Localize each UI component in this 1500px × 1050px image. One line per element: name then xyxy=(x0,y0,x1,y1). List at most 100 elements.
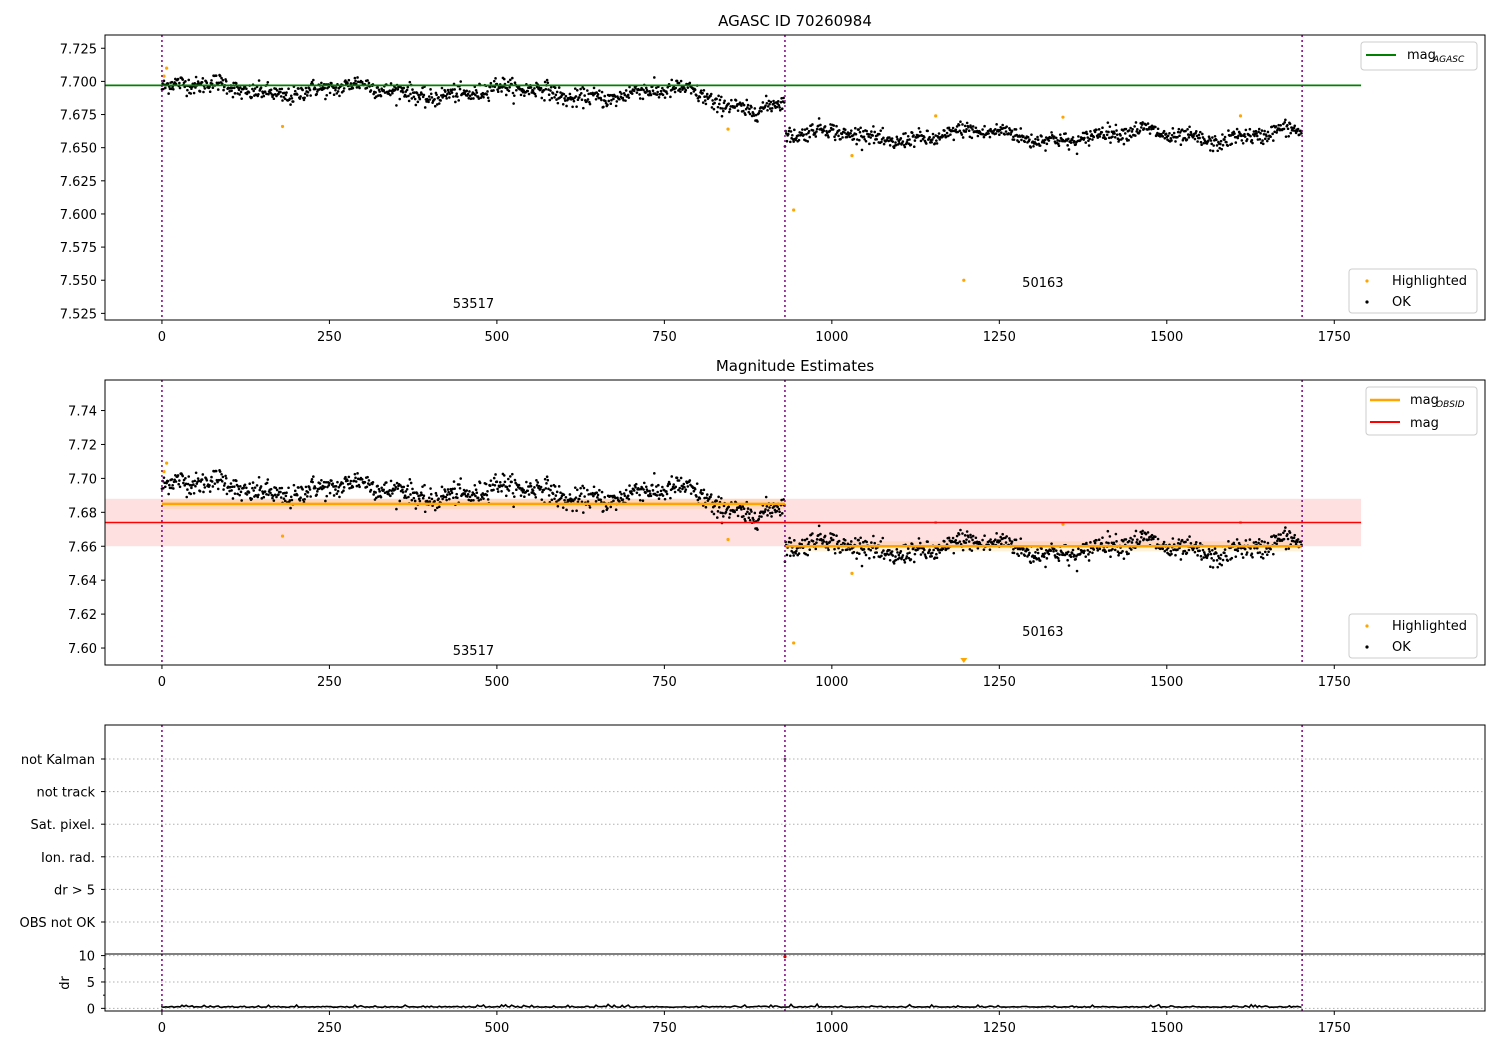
ok-point xyxy=(626,93,630,97)
ok-point xyxy=(265,481,269,485)
ok-point xyxy=(778,513,782,517)
ok-point xyxy=(925,556,928,560)
ok-point xyxy=(1129,536,1132,540)
ok-point xyxy=(634,87,637,90)
ok-point xyxy=(170,87,173,91)
ok-point xyxy=(441,497,444,501)
ok-point xyxy=(638,498,642,502)
ok-point xyxy=(1233,132,1236,135)
ok-point xyxy=(1270,125,1274,129)
ok-point xyxy=(869,548,872,552)
ok-point xyxy=(228,86,232,90)
ok-point xyxy=(239,86,242,89)
ok-point xyxy=(661,86,664,90)
ok-point xyxy=(454,100,457,104)
ok-point xyxy=(265,493,268,496)
ok-point xyxy=(1095,128,1098,132)
ok-point xyxy=(181,474,185,478)
ok-point xyxy=(989,538,992,541)
ok-point xyxy=(1178,542,1182,545)
ok-point xyxy=(280,87,284,91)
ok-point xyxy=(1123,132,1127,135)
ok-point xyxy=(1081,549,1084,553)
ok-point xyxy=(969,126,973,129)
ok-point xyxy=(547,487,550,491)
ok-point xyxy=(840,132,844,136)
ok-point xyxy=(961,136,965,139)
ok-point xyxy=(603,495,607,499)
ok-point xyxy=(376,86,379,89)
ok-point xyxy=(937,136,940,139)
ok-point xyxy=(248,482,251,486)
ok-point xyxy=(182,481,185,485)
ok-point xyxy=(190,87,193,91)
ok-point xyxy=(1279,533,1282,536)
ok-point xyxy=(839,137,842,141)
ok-point xyxy=(468,490,471,493)
ok-point xyxy=(1193,137,1197,141)
ok-point xyxy=(1124,538,1128,541)
ok-point xyxy=(269,487,273,491)
ok-point xyxy=(237,86,240,90)
ok-point xyxy=(1101,126,1104,129)
ok-point xyxy=(166,479,170,483)
ok-point xyxy=(1179,558,1183,561)
legend-label: Highlighted xyxy=(1392,619,1467,634)
ok-point xyxy=(531,489,535,492)
ok-point xyxy=(559,491,562,494)
ok-point xyxy=(1133,534,1136,538)
ok-point xyxy=(1219,557,1222,560)
p-3-xtick-label: 250 xyxy=(317,1021,342,1036)
ok-point xyxy=(1223,135,1227,139)
ok-point xyxy=(717,94,720,98)
ok-point xyxy=(546,478,550,482)
ok-point xyxy=(607,99,611,103)
ok-point xyxy=(1243,132,1246,136)
ok-point xyxy=(702,89,706,92)
ok-point xyxy=(623,494,627,498)
ok-point xyxy=(369,488,373,492)
flag-point xyxy=(783,757,787,761)
ok-point xyxy=(705,493,709,496)
ok-point xyxy=(162,476,166,479)
ok-point xyxy=(1018,135,1022,138)
ok-point xyxy=(216,88,220,91)
ok-point xyxy=(308,486,311,489)
ok-point xyxy=(888,136,891,139)
ok-point xyxy=(586,488,589,492)
ok-point xyxy=(931,551,934,555)
ok-point xyxy=(815,130,818,133)
ok-point xyxy=(721,107,724,110)
ok-point xyxy=(928,548,931,552)
ok-point xyxy=(1249,134,1252,138)
ok-point xyxy=(239,484,242,488)
ok-point xyxy=(1259,141,1263,145)
ok-point xyxy=(975,540,979,544)
ok-point xyxy=(429,92,433,96)
ok-point xyxy=(823,534,827,538)
ok-point xyxy=(419,491,423,494)
ok-point xyxy=(998,539,1002,542)
ok-point xyxy=(1298,133,1301,136)
ok-point xyxy=(488,85,492,89)
ok-point xyxy=(1230,142,1234,146)
ok-point xyxy=(178,86,182,90)
ok-point xyxy=(477,499,481,502)
ok-point xyxy=(602,105,605,109)
ok-point xyxy=(306,491,310,494)
ok-point xyxy=(398,499,402,503)
ok-point xyxy=(504,494,508,498)
ok-point xyxy=(1156,537,1160,541)
ok-point xyxy=(943,129,946,132)
ok-point xyxy=(220,472,223,476)
ok-point xyxy=(901,140,905,143)
ok-point xyxy=(170,486,173,490)
ok-point xyxy=(881,126,885,130)
ok-point xyxy=(968,547,972,551)
ok-point xyxy=(1284,547,1288,551)
ok-point xyxy=(614,104,618,108)
ok-point xyxy=(303,498,306,501)
ok-point xyxy=(721,511,724,515)
ok-point xyxy=(894,558,898,562)
ok-point xyxy=(458,483,461,486)
